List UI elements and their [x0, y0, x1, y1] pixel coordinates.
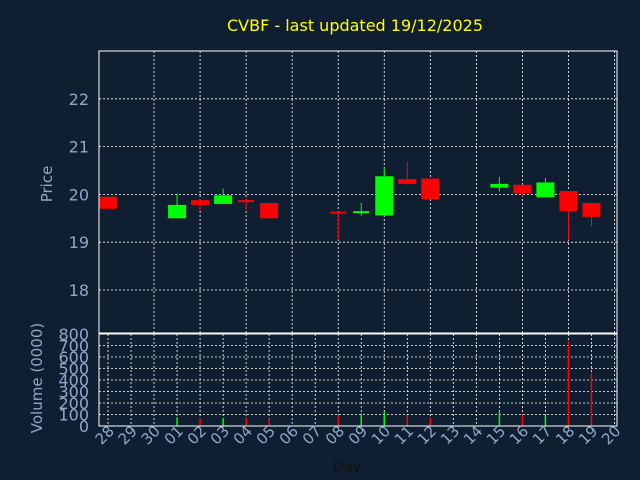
volume-tick-label: 800 — [58, 325, 89, 344]
price-axis-label: Price — [38, 166, 56, 203]
volume-tick-label: 200 — [58, 394, 89, 413]
candle-body — [559, 191, 578, 212]
volume-tick-label: 500 — [58, 360, 89, 379]
volume-bar — [337, 415, 339, 426]
volume-bar — [360, 413, 362, 426]
volume-tick-label: 0 — [79, 417, 89, 436]
candle-body — [214, 195, 233, 204]
candle-body — [536, 182, 555, 198]
candle-body — [168, 204, 187, 219]
volume-bar — [406, 415, 409, 426]
volume-bar — [383, 412, 386, 426]
volume-bar — [498, 412, 501, 426]
candle-body — [490, 183, 509, 188]
price-plot-frame — [98, 50, 618, 334]
volume-bar — [222, 417, 224, 426]
volume-bar — [245, 417, 247, 426]
price-tick-label: 20 — [69, 185, 89, 204]
chart-title: CVBF - last updated 19/12/2025 — [227, 16, 483, 35]
volume-tick-label: 400 — [58, 371, 89, 390]
candle-body — [398, 179, 417, 184]
price-y-tick-labels: 18 19 20 21 22 — [69, 90, 89, 300]
volume-bars — [176, 340, 593, 426]
candle-body — [582, 202, 601, 217]
volume-bar — [199, 417, 201, 426]
price-tick-label: 18 — [69, 281, 89, 300]
volume-bar — [544, 415, 547, 426]
candle-body — [421, 178, 440, 200]
price-tick-label: 19 — [69, 233, 89, 252]
candle-body — [238, 200, 255, 203]
candle-body — [513, 184, 532, 194]
volume-bar — [176, 417, 178, 426]
candle-body — [191, 200, 210, 205]
price-tick-label: 21 — [69, 138, 89, 157]
volume-bar — [521, 414, 524, 426]
candle-body — [353, 211, 370, 214]
volume-bar — [567, 340, 570, 426]
volume-bar — [590, 373, 593, 426]
volume-bar — [268, 418, 270, 426]
volume-tick-label: 100 — [58, 406, 89, 425]
x-axis-label: Day — [333, 459, 361, 475]
volume-tick-label: 700 — [58, 337, 89, 356]
day-tick-labels: 2829300102030405060708091011121314151617… — [92, 422, 625, 448]
candle-body — [375, 176, 394, 216]
candlesticks — [99, 161, 601, 241]
candle-body — [99, 196, 117, 209]
price-tick-label: 22 — [69, 90, 89, 109]
volume-bar — [429, 417, 432, 426]
volume-plot-frame — [98, 333, 618, 427]
price-panel: 18 19 20 21 22 Price — [38, 50, 618, 334]
candle-body — [330, 211, 347, 214]
volume-tick-label: 300 — [58, 383, 89, 402]
volume-axis-label: Volume (0000) — [28, 323, 46, 433]
candle-body — [260, 202, 279, 219]
volume-tick-label: 600 — [58, 348, 89, 367]
